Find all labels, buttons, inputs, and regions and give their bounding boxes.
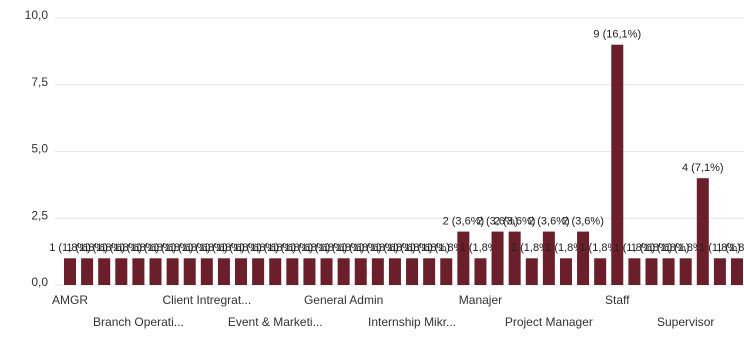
value-label: 1 (1,8%) [648,242,690,254]
value-label: 2 (3,6%) [494,216,536,228]
value-label: 1 (1,8%) [169,242,211,254]
bar [166,258,179,285]
x-tick-label: General Admin [304,293,383,307]
bar [406,258,419,285]
value-label: 1 (1,8%) [460,242,502,254]
y-tick-label: 7,5 [31,75,48,89]
bar [491,231,504,285]
value-label: 1 (1,8%) [631,242,673,254]
value-label: 1 (1,8%) [545,242,587,254]
value-label: 1 (1,8%) [425,242,467,254]
bar [440,258,453,285]
bar [594,258,607,285]
x-tick-label: Client Intregrat... [162,293,251,307]
value-label: 1 (1,8%) [374,242,416,254]
value-label: 1 (1,8%) [579,242,621,254]
value-label: 4 (7,1%) [682,162,724,174]
bar [508,231,521,285]
value-label: 1 (1,8%) [357,242,399,254]
bar [559,258,572,285]
value-label: 2 (3,6%) [562,216,604,228]
value-label: 1 (1,8%) [391,242,433,254]
bar [81,258,94,285]
bar [371,258,384,285]
value-label: 1 (1,8%) [306,242,348,254]
value-label: 1 (1,8%) [716,242,744,254]
value-label: 1 (1,8%) [699,242,741,254]
y-tick-label: 0,0 [31,275,48,289]
bar [611,44,624,286]
value-label: 1 (1,8%) [186,242,228,254]
bar [713,258,726,285]
y-tick-label: 2,5 [31,208,48,222]
bar [320,258,333,285]
x-tick-label: Project Manager [505,315,593,329]
value-label: 1 (1,8%) [203,242,245,254]
x-tick-label: Event & Marketi... [228,315,323,329]
bar [474,258,487,285]
x-tick-label: Manajer [459,293,502,307]
value-label: 2 (3,6%) [443,216,485,228]
bar [662,258,675,285]
value-label: 1 (1,8%) [152,242,194,254]
bar [115,258,128,285]
value-label: 1 (1,8%) [408,242,450,254]
bar [423,258,436,285]
value-label: 1 (1,8%) [83,242,125,254]
bar [269,258,282,285]
bar [64,258,76,285]
value-label: 1 (1,8%) [49,242,91,254]
bar [149,258,162,285]
bar [183,258,196,285]
bar [577,231,590,285]
value-label: 1 (1,8%) [340,242,382,254]
value-label: 1 (1,8%) [511,242,553,254]
bar [542,231,555,285]
bar [354,258,367,285]
bar [303,258,316,285]
value-label: 1 (1,8%) [237,242,279,254]
bar [252,258,265,285]
value-label: 1 (1,8%) [220,242,262,254]
bar [217,258,230,285]
y-tick-label: 10,0 [25,8,49,22]
bar [337,258,350,285]
value-label: 2 (3,6%) [528,216,570,228]
bar [628,258,641,285]
value-label: 1 (1,8%) [289,242,331,254]
bar [132,258,145,285]
value-label: 1 (1,8%) [614,242,656,254]
value-label: 2 (3,6%) [477,216,519,228]
bar [731,258,743,285]
bar [525,258,538,285]
bar [679,258,692,285]
value-label: 1 (1,8%) [254,242,296,254]
bar [457,231,470,285]
value-label: 1 (1,8%) [66,242,108,254]
value-label: 1 (1,8%) [665,242,707,254]
x-tick-label: AMGR [52,293,88,307]
x-tick-label: Supervisor [657,315,714,329]
value-label: 1 (1,8%) [323,242,365,254]
bar [98,258,111,285]
value-label: 9 (16,1%) [593,29,641,41]
y-tick-label: 5,0 [31,142,48,156]
value-label: 1 (1,8%) [118,242,160,254]
bar [200,258,213,285]
bar [235,258,248,285]
value-label: 1 (1,8%) [101,242,143,254]
bar [696,178,709,285]
bar [286,258,299,285]
bar [645,258,658,285]
x-tick-label: Internship Mikr... [368,315,456,329]
x-tick-label: Branch Operati... [93,315,184,329]
value-label: 1 (1,8%) [135,242,177,254]
value-label: 1 (1,8%) [272,242,314,254]
bar [388,258,401,285]
x-tick-label: Staff [605,293,630,307]
